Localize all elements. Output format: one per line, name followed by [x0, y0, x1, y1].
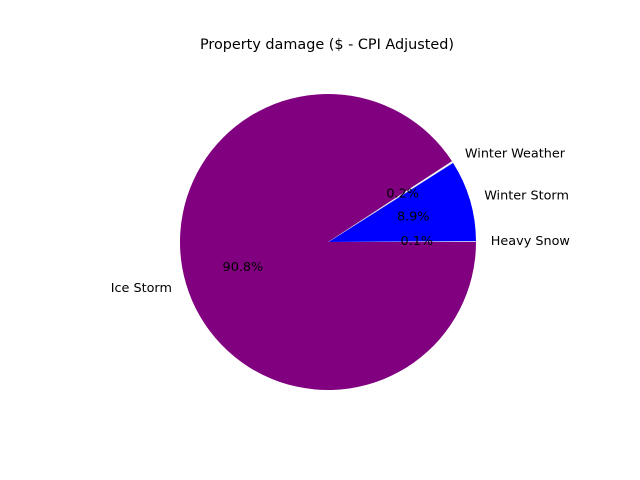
- pie-slices: [180, 93, 477, 390]
- percent-label-ice-storm: 90.8%: [223, 260, 264, 275]
- percent-label-winter-weather: 0.2%: [386, 186, 419, 201]
- pie-slice-winter-storm: [328, 162, 476, 242]
- slice-label-heavy-snow: Heavy Snow: [491, 234, 570, 249]
- chart-title: Property damage ($ - CPI Adjusted): [200, 37, 454, 53]
- pie-slice-winter-weather: [327, 160, 454, 243]
- percent-label-winter-storm: 8.9%: [397, 209, 430, 224]
- slice-label-winter-weather: Winter Weather: [465, 146, 566, 161]
- pie-slice-ice-storm: [180, 93, 476, 390]
- pie-slice-heavy-snow: [327, 240, 477, 243]
- pie-labels: Heavy Snow 0.1% Winter Storm 8.9% Winter Wea…: [111, 146, 570, 295]
- slice-label-winter-storm: Winter Storm: [484, 189, 569, 204]
- percent-label-heavy-snow: 0.1%: [401, 234, 434, 249]
- slice-label-ice-storm: Ice Storm: [111, 281, 172, 296]
